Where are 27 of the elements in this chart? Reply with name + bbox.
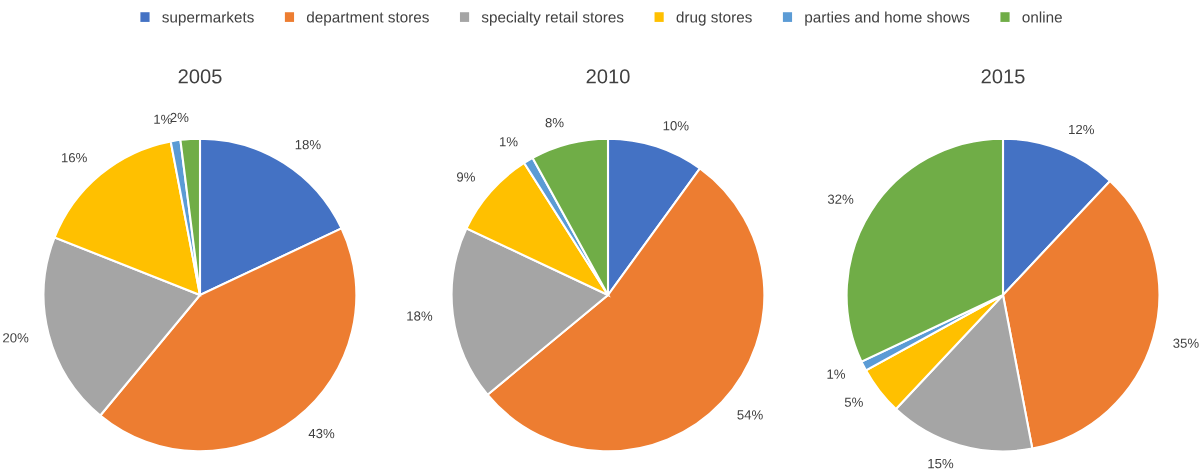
data-label: 1%: [499, 137, 518, 147]
data-label: 54%: [737, 410, 763, 420]
data-label: 15%: [928, 458, 954, 469]
text: 2005: [178, 69, 222, 84]
chart-title: 2015: [981, 69, 1025, 84]
data-label: 1%: [154, 114, 172, 124]
data-label: 32%: [827, 194, 854, 204]
data-label: 43%: [308, 428, 335, 439]
legend-label: drug stores: [676, 11, 752, 26]
legend-label: parties and home shows: [805, 11, 970, 26]
legend-label: supermarkets: [162, 11, 254, 26]
data-label: 10%: [663, 121, 689, 131]
legend-label: department stores: [306, 11, 429, 26]
legend-label: specialty retail stores: [481, 11, 624, 26]
data-label: 2%: [170, 112, 189, 123]
data-label: 1%: [827, 369, 846, 379]
chart-title: 2010: [586, 69, 630, 84]
data-label: 35%: [1173, 338, 1199, 348]
data-label: 16%: [61, 153, 87, 163]
legend-label: online: [1022, 11, 1062, 23]
data-label: 8%: [545, 118, 564, 128]
data-label: 18%: [407, 311, 433, 321]
data-label: 18%: [295, 139, 321, 150]
data-label: 5%: [844, 397, 863, 407]
data-label: 12%: [1069, 124, 1094, 135]
data-label: 20%: [3, 333, 29, 343]
data-label: 9%: [456, 172, 475, 182]
